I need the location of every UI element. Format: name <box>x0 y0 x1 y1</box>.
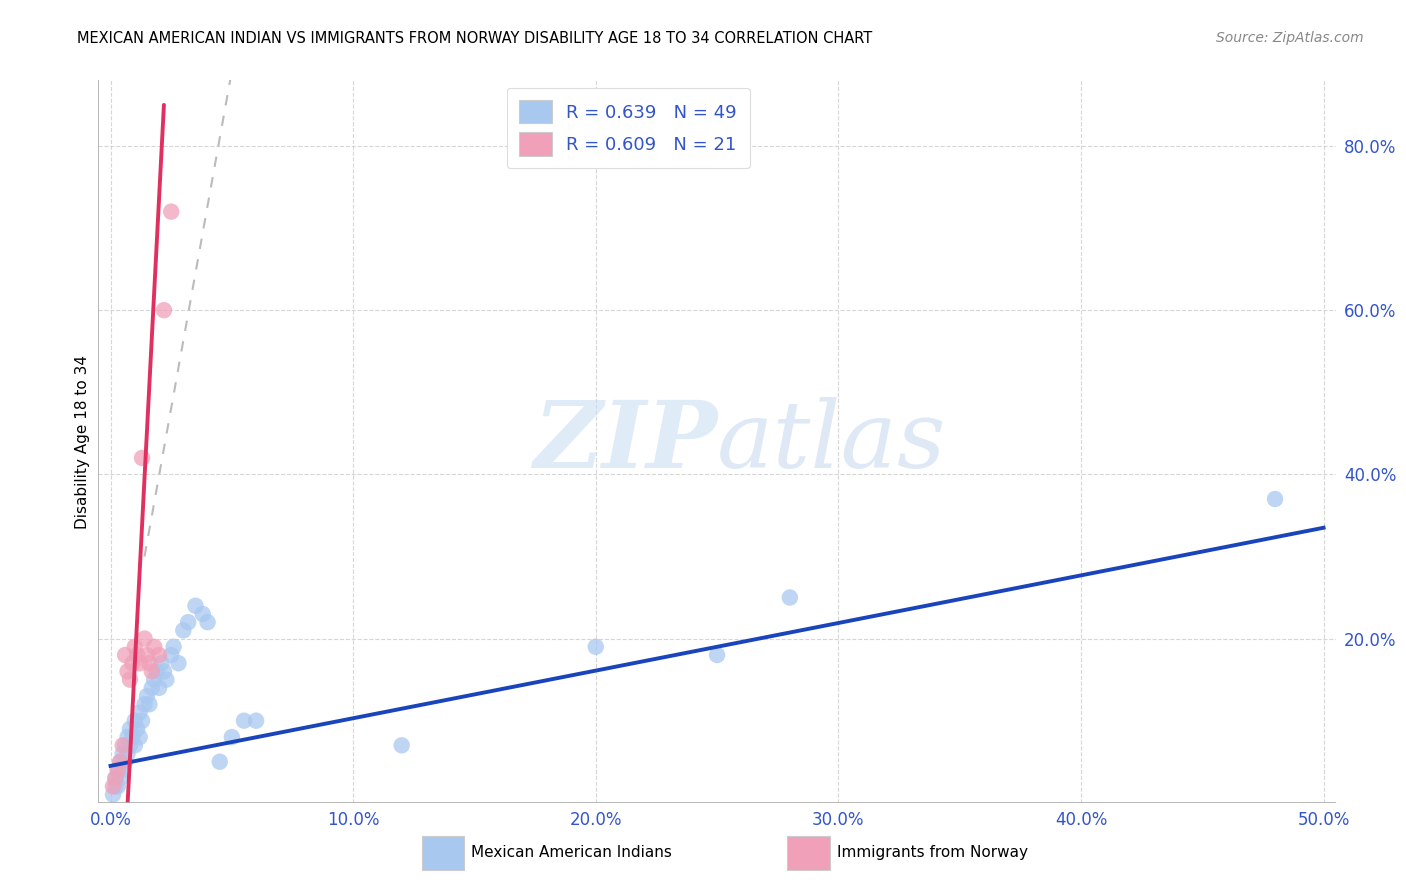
Point <box>184 599 207 613</box>
Point <box>127 722 149 736</box>
Point <box>127 648 149 662</box>
Point <box>128 730 150 744</box>
Point <box>111 763 134 777</box>
Point <box>172 624 194 638</box>
Point <box>131 450 153 465</box>
Point <box>221 730 243 744</box>
Point <box>128 706 150 720</box>
Point <box>111 747 134 761</box>
Point <box>110 755 132 769</box>
Point <box>110 755 132 769</box>
Point <box>104 771 127 785</box>
Point <box>141 665 163 679</box>
Point <box>117 747 139 761</box>
Point <box>150 657 173 671</box>
Point <box>162 640 184 654</box>
Point <box>124 714 146 728</box>
Point <box>131 714 153 728</box>
Point <box>114 739 136 753</box>
Point <box>391 739 413 753</box>
Point <box>167 657 190 671</box>
Point <box>138 698 160 712</box>
Point <box>136 689 159 703</box>
Point <box>134 698 156 712</box>
Point <box>114 755 136 769</box>
Point <box>197 615 219 630</box>
Text: Mexican American Indians: Mexican American Indians <box>471 846 672 860</box>
Point <box>107 763 129 777</box>
Text: atlas: atlas <box>717 397 946 486</box>
Point <box>104 780 127 794</box>
Point <box>1264 491 1286 506</box>
Point <box>143 640 166 654</box>
Point <box>141 681 163 695</box>
Point <box>101 788 124 802</box>
Point <box>118 739 141 753</box>
Point <box>134 632 156 646</box>
Point <box>153 303 176 318</box>
Point <box>118 673 141 687</box>
Point <box>118 722 141 736</box>
Point <box>706 648 728 662</box>
Text: Source: ZipAtlas.com: Source: ZipAtlas.com <box>1216 31 1364 45</box>
Point <box>107 780 129 794</box>
Point <box>117 730 139 744</box>
Text: ZIP: ZIP <box>533 397 717 486</box>
Point <box>138 657 160 671</box>
Point <box>153 665 176 679</box>
Point <box>121 730 143 744</box>
Point <box>148 648 170 662</box>
Point <box>143 673 166 687</box>
Point <box>145 665 167 679</box>
Point <box>111 739 134 753</box>
Point <box>124 739 146 753</box>
Point <box>191 607 214 621</box>
Point <box>208 755 231 769</box>
Point <box>233 714 256 728</box>
Point <box>101 780 124 794</box>
Point <box>104 771 127 785</box>
Y-axis label: Disability Age 18 to 34: Disability Age 18 to 34 <box>75 354 90 529</box>
Point <box>107 763 129 777</box>
Point <box>117 665 139 679</box>
Point <box>177 615 200 630</box>
Point <box>779 591 801 605</box>
Point <box>114 648 136 662</box>
Point <box>160 648 183 662</box>
Point <box>136 648 159 662</box>
Text: Immigrants from Norway: Immigrants from Norway <box>837 846 1028 860</box>
Point <box>160 204 183 219</box>
Point <box>121 657 143 671</box>
Text: MEXICAN AMERICAN INDIAN VS IMMIGRANTS FROM NORWAY DISABILITY AGE 18 TO 34 CORREL: MEXICAN AMERICAN INDIAN VS IMMIGRANTS FR… <box>77 31 873 46</box>
Point <box>585 640 607 654</box>
Point <box>128 657 150 671</box>
Point <box>245 714 267 728</box>
Point <box>124 640 146 654</box>
Point <box>110 771 132 785</box>
Point <box>148 681 170 695</box>
Legend: R = 0.639   N = 49, R = 0.609   N = 21: R = 0.639 N = 49, R = 0.609 N = 21 <box>506 87 749 169</box>
Point <box>155 673 177 687</box>
